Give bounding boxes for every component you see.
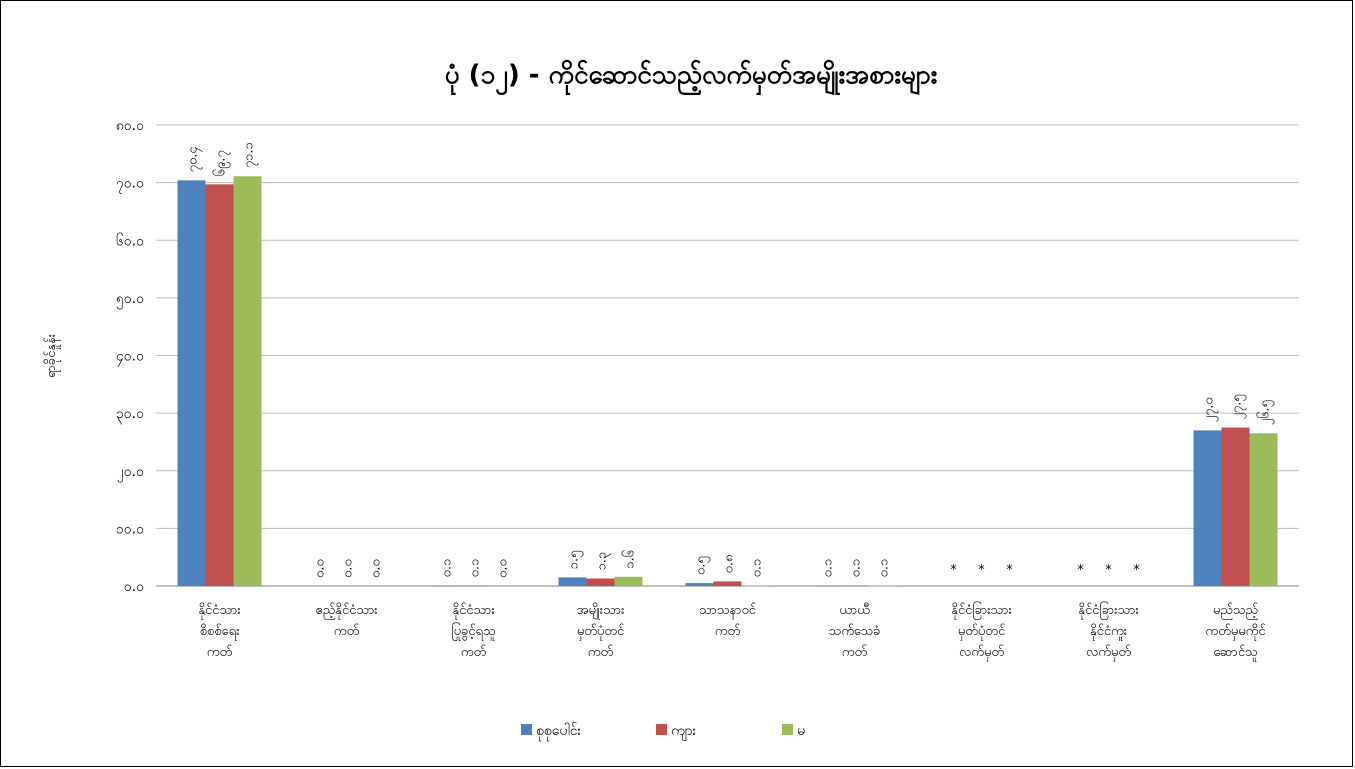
legend-item: ကျား (656, 723, 697, 741)
legend-item: စုစုပေါင်း (521, 723, 582, 741)
bar (205, 184, 234, 586)
data-label: ၀.၁ (468, 559, 483, 578)
y-tick-label: ၈၀.၀ (116, 118, 144, 134)
gridlines (156, 124, 1299, 587)
data-label: ၀.၁ (440, 559, 455, 578)
x-category-labels: နိုင်ငံသားစိစစ်ရေးကတ် ဧည့်နိုင်ငံသားကတ် နိ… (198, 601, 1266, 662)
bar (840, 585, 869, 586)
bar (1193, 430, 1222, 586)
y-tick-label: ၄၀.၀ (116, 349, 144, 367)
data-label: ၀.၀ (341, 559, 356, 578)
y-tick-label: ၆၀.၀ (116, 233, 144, 249)
data-label: ၇၀.၄ (186, 146, 203, 173)
y-tick-label: ၁၀.၀ (116, 521, 144, 537)
x-category-label: သာသနာဝင်ကတ် (699, 602, 757, 639)
data-label: * (1077, 563, 1084, 578)
bar (713, 581, 742, 586)
x-category-label: နိုင်ငံသားပြုခွင့်ရသူကတ် (451, 602, 495, 660)
y-tick-label: ၀.၀ (124, 579, 144, 595)
x-category-label: မည်သည့်ကတ်မှမကိုင်ဆောင်သူ (1205, 602, 1266, 662)
bar (868, 585, 897, 586)
legend-swatch (521, 724, 532, 735)
x-category-label: ဧည့်နိုင်ငံသားကတ် (315, 602, 377, 639)
legend-label: မ (797, 723, 805, 739)
data-labels: ၇၀.၄ ၆၉.၇ ၇၁.၁၀.၀ ၀.၀ ၀.၀ ၀.၁ ၀.၁ ၀.၀ ၁.၅ ၁.၃ ၁.၆ ၀… (186, 142, 1275, 578)
y-axis-label: ရာခိုင်နှုန်း (43, 334, 61, 378)
bar (459, 585, 488, 586)
data-label: ၁.၆ (622, 550, 638, 569)
x-category-label: နိုင်ငံသားစိစစ်ရေးကတ် (198, 602, 240, 660)
bar (812, 585, 841, 586)
bar (1249, 433, 1278, 586)
data-label: * (978, 563, 985, 578)
bar (614, 576, 643, 586)
legend-item: မ (782, 723, 805, 739)
data-label: ၀.၀ (496, 559, 511, 578)
legend-swatch (656, 724, 667, 735)
bars (177, 176, 1278, 586)
data-label: ၁.၅ (567, 551, 584, 570)
data-label: ၆၉.၇ (213, 150, 231, 176)
y-tick-labels: ၀.၀ ၁၀.၀ ၂၀.၀ ၃၀.၀ ၄၀.၀ ၅၀.၀ ၆၀.၀ ၇၀.၀ ၈၀.၀ (116, 118, 144, 595)
data-label: ၀.၁ (750, 559, 765, 578)
data-label: ၂၇.၀ (1202, 397, 1219, 422)
data-label: ၀.၅ (694, 556, 711, 575)
legend-label: စုစုပေါင်း (536, 723, 582, 741)
data-label: ၁.၃ (595, 552, 612, 571)
bar (558, 577, 587, 586)
data-label: ၀.၀ (313, 559, 328, 578)
data-label: ၂၇.၅ (1230, 394, 1247, 419)
x-category-label: နိုင်ငံခြားသားမှတ်ပုံတင်လက်မှတ် (951, 601, 1012, 662)
x-category-label: နိုင်ငံခြားသားနိုင်ငံကူးလက်မှတ် (1078, 601, 1139, 662)
y-tick-label: ၂၀.၀ (117, 464, 144, 482)
bar (741, 585, 770, 586)
bar (431, 585, 460, 586)
data-label: ၀.၁ (849, 559, 864, 578)
data-label: * (1133, 563, 1140, 578)
x-category-label: ယာယီသက်သေခံကတ် (829, 602, 881, 660)
data-label: ၂၆.၅ (1257, 400, 1275, 425)
data-label: ၀.၈ (722, 555, 737, 574)
bar (685, 583, 714, 586)
y-tick-label: ၅၀.၀ (116, 291, 144, 309)
legend-label: ကျား (671, 723, 697, 741)
y-tick-label: ၇၀.၀ (116, 176, 144, 194)
data-label: ၀.၀ (369, 559, 384, 578)
bar (586, 578, 615, 586)
data-label: ၀.၁ (877, 559, 892, 578)
bar (1221, 427, 1250, 586)
y-tick-label: ၃၀.၀ (116, 406, 144, 424)
data-label: ၇၁.၁ (242, 142, 259, 168)
x-category-label: အမျိုးသားမှတ်ပုံတင်ကတ် (577, 602, 625, 660)
data-label: * (950, 563, 957, 578)
legend: စုစုပေါင်း ကျား မ (521, 723, 805, 741)
legend-swatch (782, 724, 793, 735)
data-label: ၀.၁ (821, 559, 836, 578)
data-label: * (1105, 563, 1112, 578)
chart-title: ပုံ (၁၂) - ကိုင်ဆောင်သည့်လက်မှတ်အမျိုးအစ… (445, 59, 938, 96)
bar (233, 176, 262, 586)
bar (177, 180, 206, 586)
data-label: * (1006, 563, 1013, 578)
